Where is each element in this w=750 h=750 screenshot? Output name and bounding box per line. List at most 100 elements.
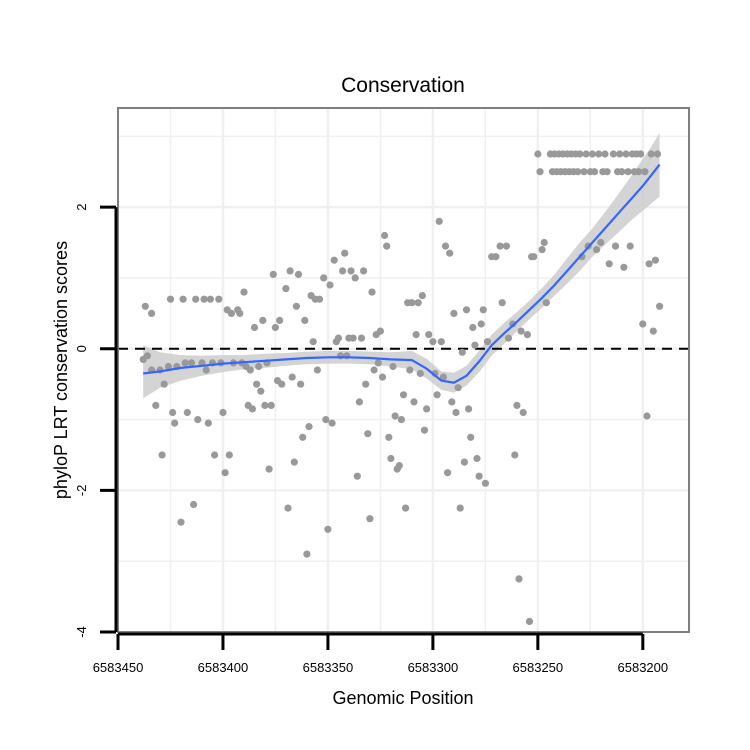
data-point [609, 150, 618, 158]
data-point [265, 465, 273, 473]
data-point [595, 150, 603, 158]
data-point [339, 267, 347, 275]
x-tick-label: 6583450 [93, 660, 144, 675]
data-point [169, 408, 177, 417]
data-point [418, 292, 426, 300]
data-point [219, 408, 227, 417]
data-point [639, 320, 647, 328]
data-point [469, 323, 477, 332]
data-point [278, 380, 286, 388]
data-point [576, 150, 584, 158]
data-point [649, 327, 657, 335]
data-point [395, 462, 403, 470]
data-point [448, 398, 456, 406]
plot-panel-border [117, 107, 690, 633]
confidence-band-area [143, 132, 660, 399]
data-point [601, 150, 609, 158]
data-point [378, 373, 387, 381]
data-point [202, 366, 210, 374]
data-point [643, 412, 651, 420]
smooth-trend-line [143, 163, 661, 384]
data-point [206, 295, 214, 303]
data-point [271, 323, 279, 332]
data-point [225, 451, 233, 459]
x-axis-ticks: 6583450 6583400 6583350 6583300 6583250 65832… [93, 632, 668, 675]
smooth-line [143, 163, 661, 384]
data-point [462, 306, 471, 314]
data-point [313, 366, 321, 374]
data-point [540, 238, 548, 247]
data-point [357, 334, 366, 342]
data-point [187, 359, 196, 367]
x-tick-label: 6583400 [198, 660, 249, 675]
x-tick-label: 6583350 [303, 660, 354, 675]
data-point [504, 334, 513, 342]
data-point [171, 419, 179, 427]
data-point [391, 412, 399, 420]
data-point [221, 469, 229, 477]
data-point [257, 387, 265, 395]
data-point [635, 168, 643, 176]
data-point [347, 267, 355, 275]
data-point [322, 416, 330, 424]
data-point [192, 295, 200, 303]
data-point [425, 331, 433, 339]
data-point [446, 249, 454, 257]
data-point [511, 451, 519, 459]
data-point [181, 359, 189, 367]
data-point [141, 302, 149, 310]
data-point [590, 168, 599, 176]
data-point [530, 253, 538, 261]
data-point [190, 500, 198, 509]
data-point [326, 281, 334, 289]
data-point [200, 295, 208, 303]
data-point [360, 267, 368, 275]
data-point [515, 575, 523, 583]
data-point [605, 260, 613, 268]
chart-title: Conservation [341, 74, 465, 97]
data-point [305, 423, 313, 431]
data-point [416, 369, 424, 378]
data-point [294, 270, 303, 278]
data-point [580, 168, 588, 176]
data-point [353, 472, 361, 480]
data-point [622, 150, 630, 158]
data-point [517, 327, 525, 335]
data-point [450, 309, 458, 317]
data-point [481, 479, 489, 487]
data-point [362, 380, 370, 388]
data-point [645, 260, 653, 268]
data-point [496, 242, 504, 250]
data-point [626, 242, 634, 250]
data-point [452, 408, 460, 417]
y-tick-label: 2 [74, 203, 89, 210]
data-point [637, 150, 645, 158]
data-point [152, 401, 160, 409]
data-point [475, 472, 483, 480]
data-point [368, 288, 376, 296]
data-point [620, 263, 628, 271]
data-point [158, 451, 166, 459]
x-tick-label: 6583250 [513, 660, 564, 675]
data-point [582, 150, 590, 158]
data-point [292, 302, 300, 310]
data-point [383, 242, 391, 250]
data-point [408, 299, 416, 307]
data-point [253, 380, 261, 388]
data-point [437, 338, 445, 346]
data-point [624, 168, 632, 176]
data-point [284, 504, 292, 512]
data-point [519, 408, 527, 417]
data-point [179, 295, 187, 303]
data-point [227, 309, 235, 317]
data-point [334, 334, 342, 342]
data-point [465, 405, 473, 413]
data-point [498, 299, 506, 307]
data-point [420, 426, 429, 434]
confidence-band [143, 132, 660, 399]
data-point [479, 306, 487, 314]
data-point [374, 359, 382, 367]
data-point [410, 398, 418, 406]
data-point [290, 458, 298, 466]
